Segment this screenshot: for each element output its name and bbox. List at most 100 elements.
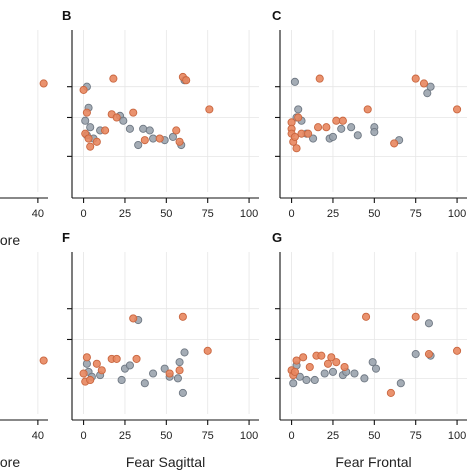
plot-area bbox=[0, 252, 48, 414]
x-tick-label: 75 bbox=[202, 208, 214, 220]
orange-data-point bbox=[82, 108, 91, 117]
grey-data-point bbox=[175, 358, 184, 367]
grey-data-point bbox=[160, 364, 169, 373]
grey-data-point bbox=[81, 116, 90, 125]
orange-data-point bbox=[363, 105, 372, 114]
x-tick-label: 0 bbox=[289, 430, 295, 442]
grey-data-point bbox=[140, 379, 149, 388]
plot-area bbox=[72, 30, 259, 192]
grey-data-point bbox=[423, 89, 432, 98]
x-tick-label: 0 bbox=[81, 430, 87, 442]
orange-data-point bbox=[453, 105, 462, 114]
orange-data-point bbox=[323, 359, 333, 368]
orange-data-point bbox=[112, 113, 121, 122]
orange-data-point bbox=[86, 142, 95, 151]
orange-data-point bbox=[97, 366, 106, 375]
grey-data-point bbox=[426, 82, 435, 91]
x-axis-title: Fear Frontal bbox=[335, 454, 411, 470]
x-tick-label: 75 bbox=[202, 430, 214, 442]
orange-data-point bbox=[39, 79, 48, 88]
orange-data-point bbox=[411, 74, 420, 83]
panel-f: 0 25 50 75 100 F Fear Sagittal bbox=[62, 230, 259, 470]
x-tick-label: 0 bbox=[81, 208, 87, 220]
grey-data-point bbox=[86, 123, 95, 132]
panel-label: B bbox=[62, 8, 71, 23]
grey-data-point bbox=[320, 369, 329, 378]
orange-data-point bbox=[109, 74, 118, 83]
plot-area bbox=[0, 30, 48, 192]
orange-data-point bbox=[340, 362, 349, 372]
x-tick-label: 75 bbox=[410, 208, 422, 220]
grey-data-point bbox=[360, 374, 369, 383]
orange-data-point bbox=[79, 85, 88, 94]
grey-data-point bbox=[328, 367, 338, 376]
orange-data-point bbox=[304, 129, 313, 138]
x-axis-title: ore bbox=[0, 232, 20, 248]
panel-c: 0 25 50 75 100 C bbox=[272, 8, 467, 220]
orange-data-point bbox=[411, 312, 420, 321]
orange-data-point bbox=[86, 375, 95, 385]
grey-data-point bbox=[411, 350, 420, 359]
orange-data-point bbox=[317, 351, 326, 360]
panel-g: 0 25 50 75 100 G Fear Frontal bbox=[272, 230, 467, 470]
x-tick-label: 75 bbox=[410, 430, 422, 442]
orange-data-point bbox=[203, 346, 212, 355]
grey-data-point bbox=[371, 364, 381, 373]
grey-data-point bbox=[328, 132, 338, 141]
orange-data-point bbox=[297, 129, 306, 138]
x-tick-label: 50 bbox=[160, 208, 172, 220]
x-tick-label: 25 bbox=[327, 208, 339, 220]
x-tick-label: 0 bbox=[289, 208, 295, 220]
grey-data-point bbox=[289, 379, 298, 388]
grey-data-point bbox=[368, 358, 377, 367]
x-tick-label: 40 bbox=[32, 430, 44, 442]
grey-data-point bbox=[119, 116, 128, 125]
x-axis-title: Fear Sagittal bbox=[126, 454, 205, 470]
grey-data-point bbox=[294, 105, 303, 114]
orange-data-point bbox=[165, 369, 174, 378]
orange-data-point bbox=[129, 314, 138, 323]
orange-data-point bbox=[172, 126, 181, 135]
panel-label: G bbox=[272, 230, 282, 245]
x-tick-label: 40 bbox=[32, 208, 44, 220]
orange-data-point bbox=[79, 369, 88, 378]
x-tick-label: 25 bbox=[119, 430, 131, 442]
grey-data-point bbox=[180, 348, 189, 357]
grey-data-point bbox=[125, 361, 134, 370]
x-tick-label: 25 bbox=[327, 430, 339, 442]
orange-data-point bbox=[332, 116, 341, 125]
x-tick-label: 50 bbox=[368, 430, 380, 442]
orange-data-point bbox=[140, 136, 149, 145]
panel-e: 40 ore bbox=[0, 252, 48, 470]
grey-data-point bbox=[149, 369, 158, 378]
x-tick-label: 50 bbox=[160, 430, 172, 442]
grey-data-point bbox=[290, 77, 299, 86]
plot-area bbox=[280, 252, 467, 414]
orange-data-point bbox=[362, 312, 371, 321]
plot-area bbox=[72, 252, 259, 414]
plot-area bbox=[280, 30, 467, 192]
orange-data-point bbox=[315, 74, 324, 83]
orange-data-point bbox=[92, 359, 101, 368]
orange-data-point bbox=[292, 356, 301, 365]
panel-label: C bbox=[272, 8, 282, 23]
orange-data-point bbox=[129, 108, 138, 117]
orange-data-point bbox=[386, 388, 395, 397]
orange-data-point bbox=[453, 346, 462, 355]
orange-data-point bbox=[390, 139, 399, 148]
orange-data-point bbox=[132, 354, 141, 363]
grey-data-point bbox=[347, 123, 356, 132]
orange-data-point bbox=[314, 123, 323, 132]
panel-label: F bbox=[62, 230, 70, 245]
orange-data-point bbox=[175, 366, 184, 375]
orange-data-point bbox=[424, 350, 433, 359]
panel-a: 40 ore bbox=[0, 30, 48, 248]
orange-data-point bbox=[101, 126, 110, 135]
orange-data-point bbox=[290, 367, 299, 376]
grey-data-point bbox=[350, 369, 359, 378]
orange-data-point bbox=[82, 353, 91, 362]
orange-data-point bbox=[39, 356, 48, 365]
grey-data-point bbox=[396, 379, 405, 388]
orange-data-point bbox=[332, 358, 341, 367]
x-tick-label: 100 bbox=[240, 208, 258, 220]
